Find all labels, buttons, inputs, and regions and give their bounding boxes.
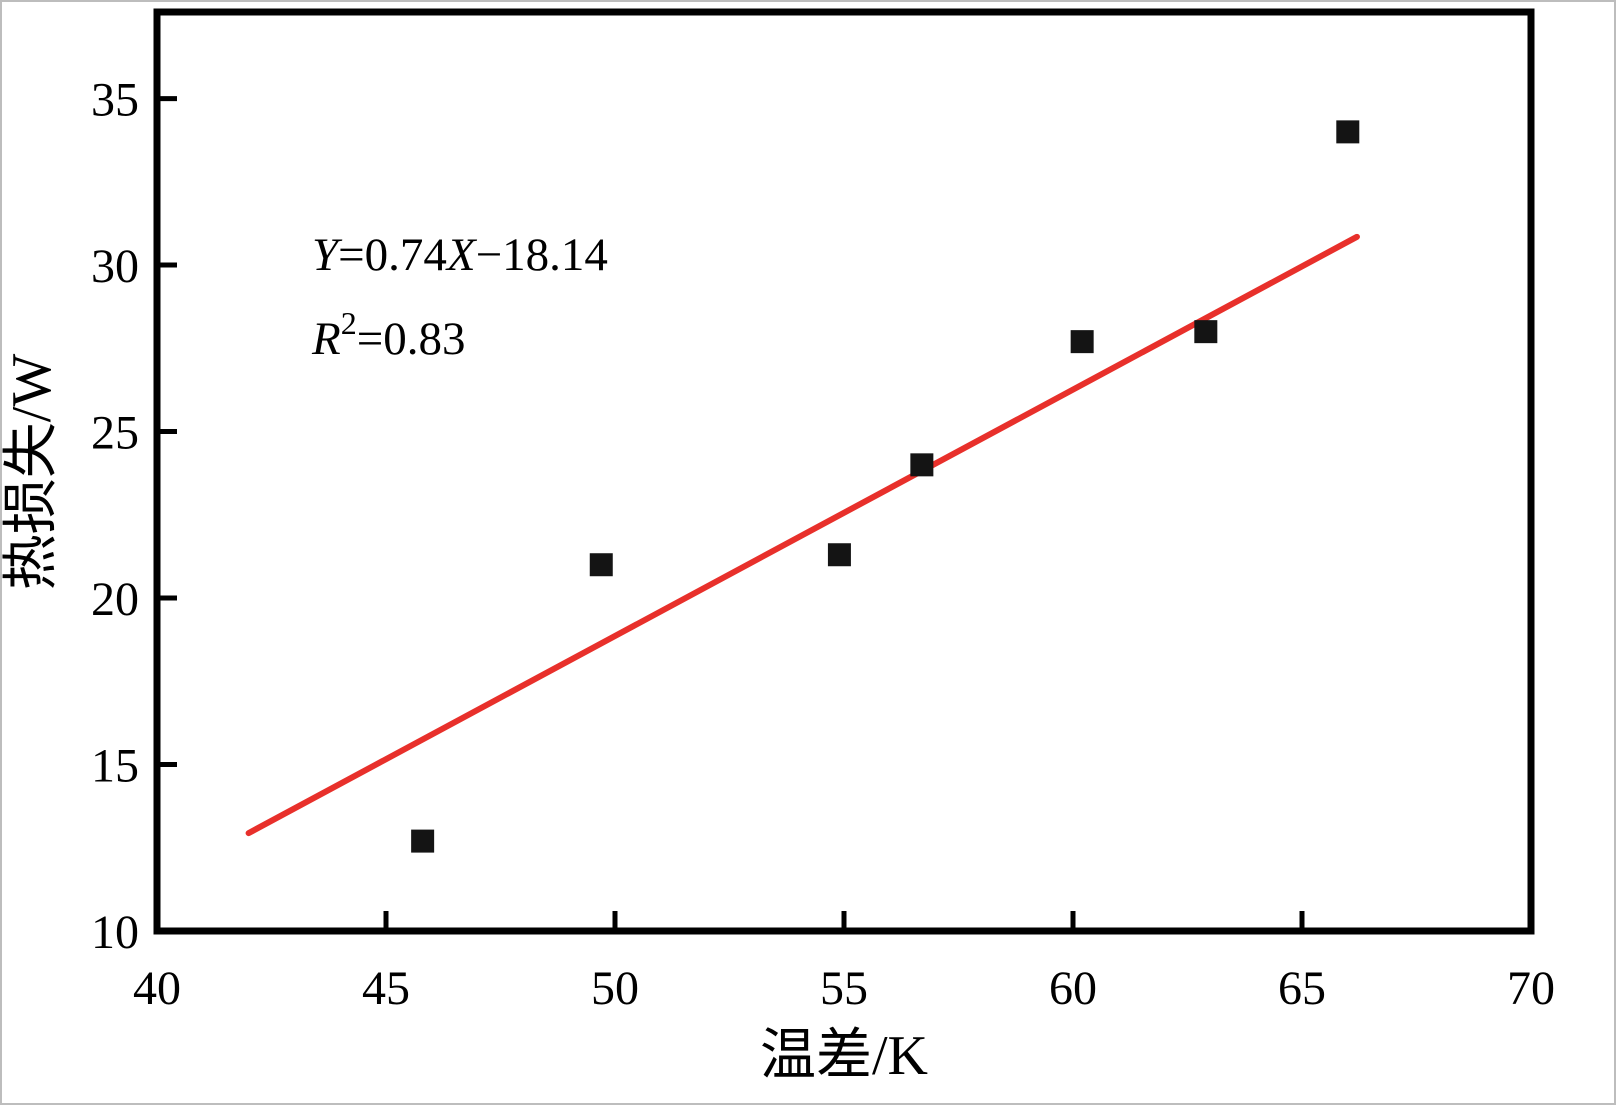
plot-area-border xyxy=(153,8,1535,935)
x-tick-label: 50 xyxy=(591,962,639,1015)
data-point xyxy=(589,553,613,577)
y-axis-label: 热损失/W xyxy=(2,354,63,591)
x-tick-label: 70 xyxy=(1507,962,1555,1015)
data-point xyxy=(1070,330,1094,354)
x-tick-label: 40 xyxy=(133,962,181,1015)
equation-annotation: Y=0.74X−18.14 xyxy=(312,229,608,281)
axis-tick-labels: 40 45 50 55 60 65 70 10 15 20 25 30 35 xyxy=(91,74,1555,1015)
x-axis-label: 温差/K xyxy=(760,1025,928,1087)
data-point xyxy=(1336,120,1360,144)
y-tick-label: 10 xyxy=(91,906,139,959)
data-point xyxy=(910,453,934,477)
y-tick-label: 20 xyxy=(91,573,139,626)
x-tick-label: 65 xyxy=(1278,962,1326,1015)
y-tick-label: 30 xyxy=(91,240,139,293)
axis-ticks xyxy=(154,96,1534,934)
data-point xyxy=(1194,320,1218,344)
r-squared-annotation: R2=0.83 xyxy=(311,305,465,365)
data-points xyxy=(411,120,1360,853)
y-tick-label: 35 xyxy=(91,74,139,127)
x-tick-label: 55 xyxy=(820,962,868,1015)
x-tick-label: 60 xyxy=(1049,962,1097,1015)
y-tick-label: 15 xyxy=(91,740,139,793)
data-point xyxy=(827,543,851,567)
x-tick-label: 45 xyxy=(362,962,410,1015)
regression-line xyxy=(245,233,1360,837)
y-tick-label: 25 xyxy=(91,407,139,460)
data-point xyxy=(411,829,435,853)
